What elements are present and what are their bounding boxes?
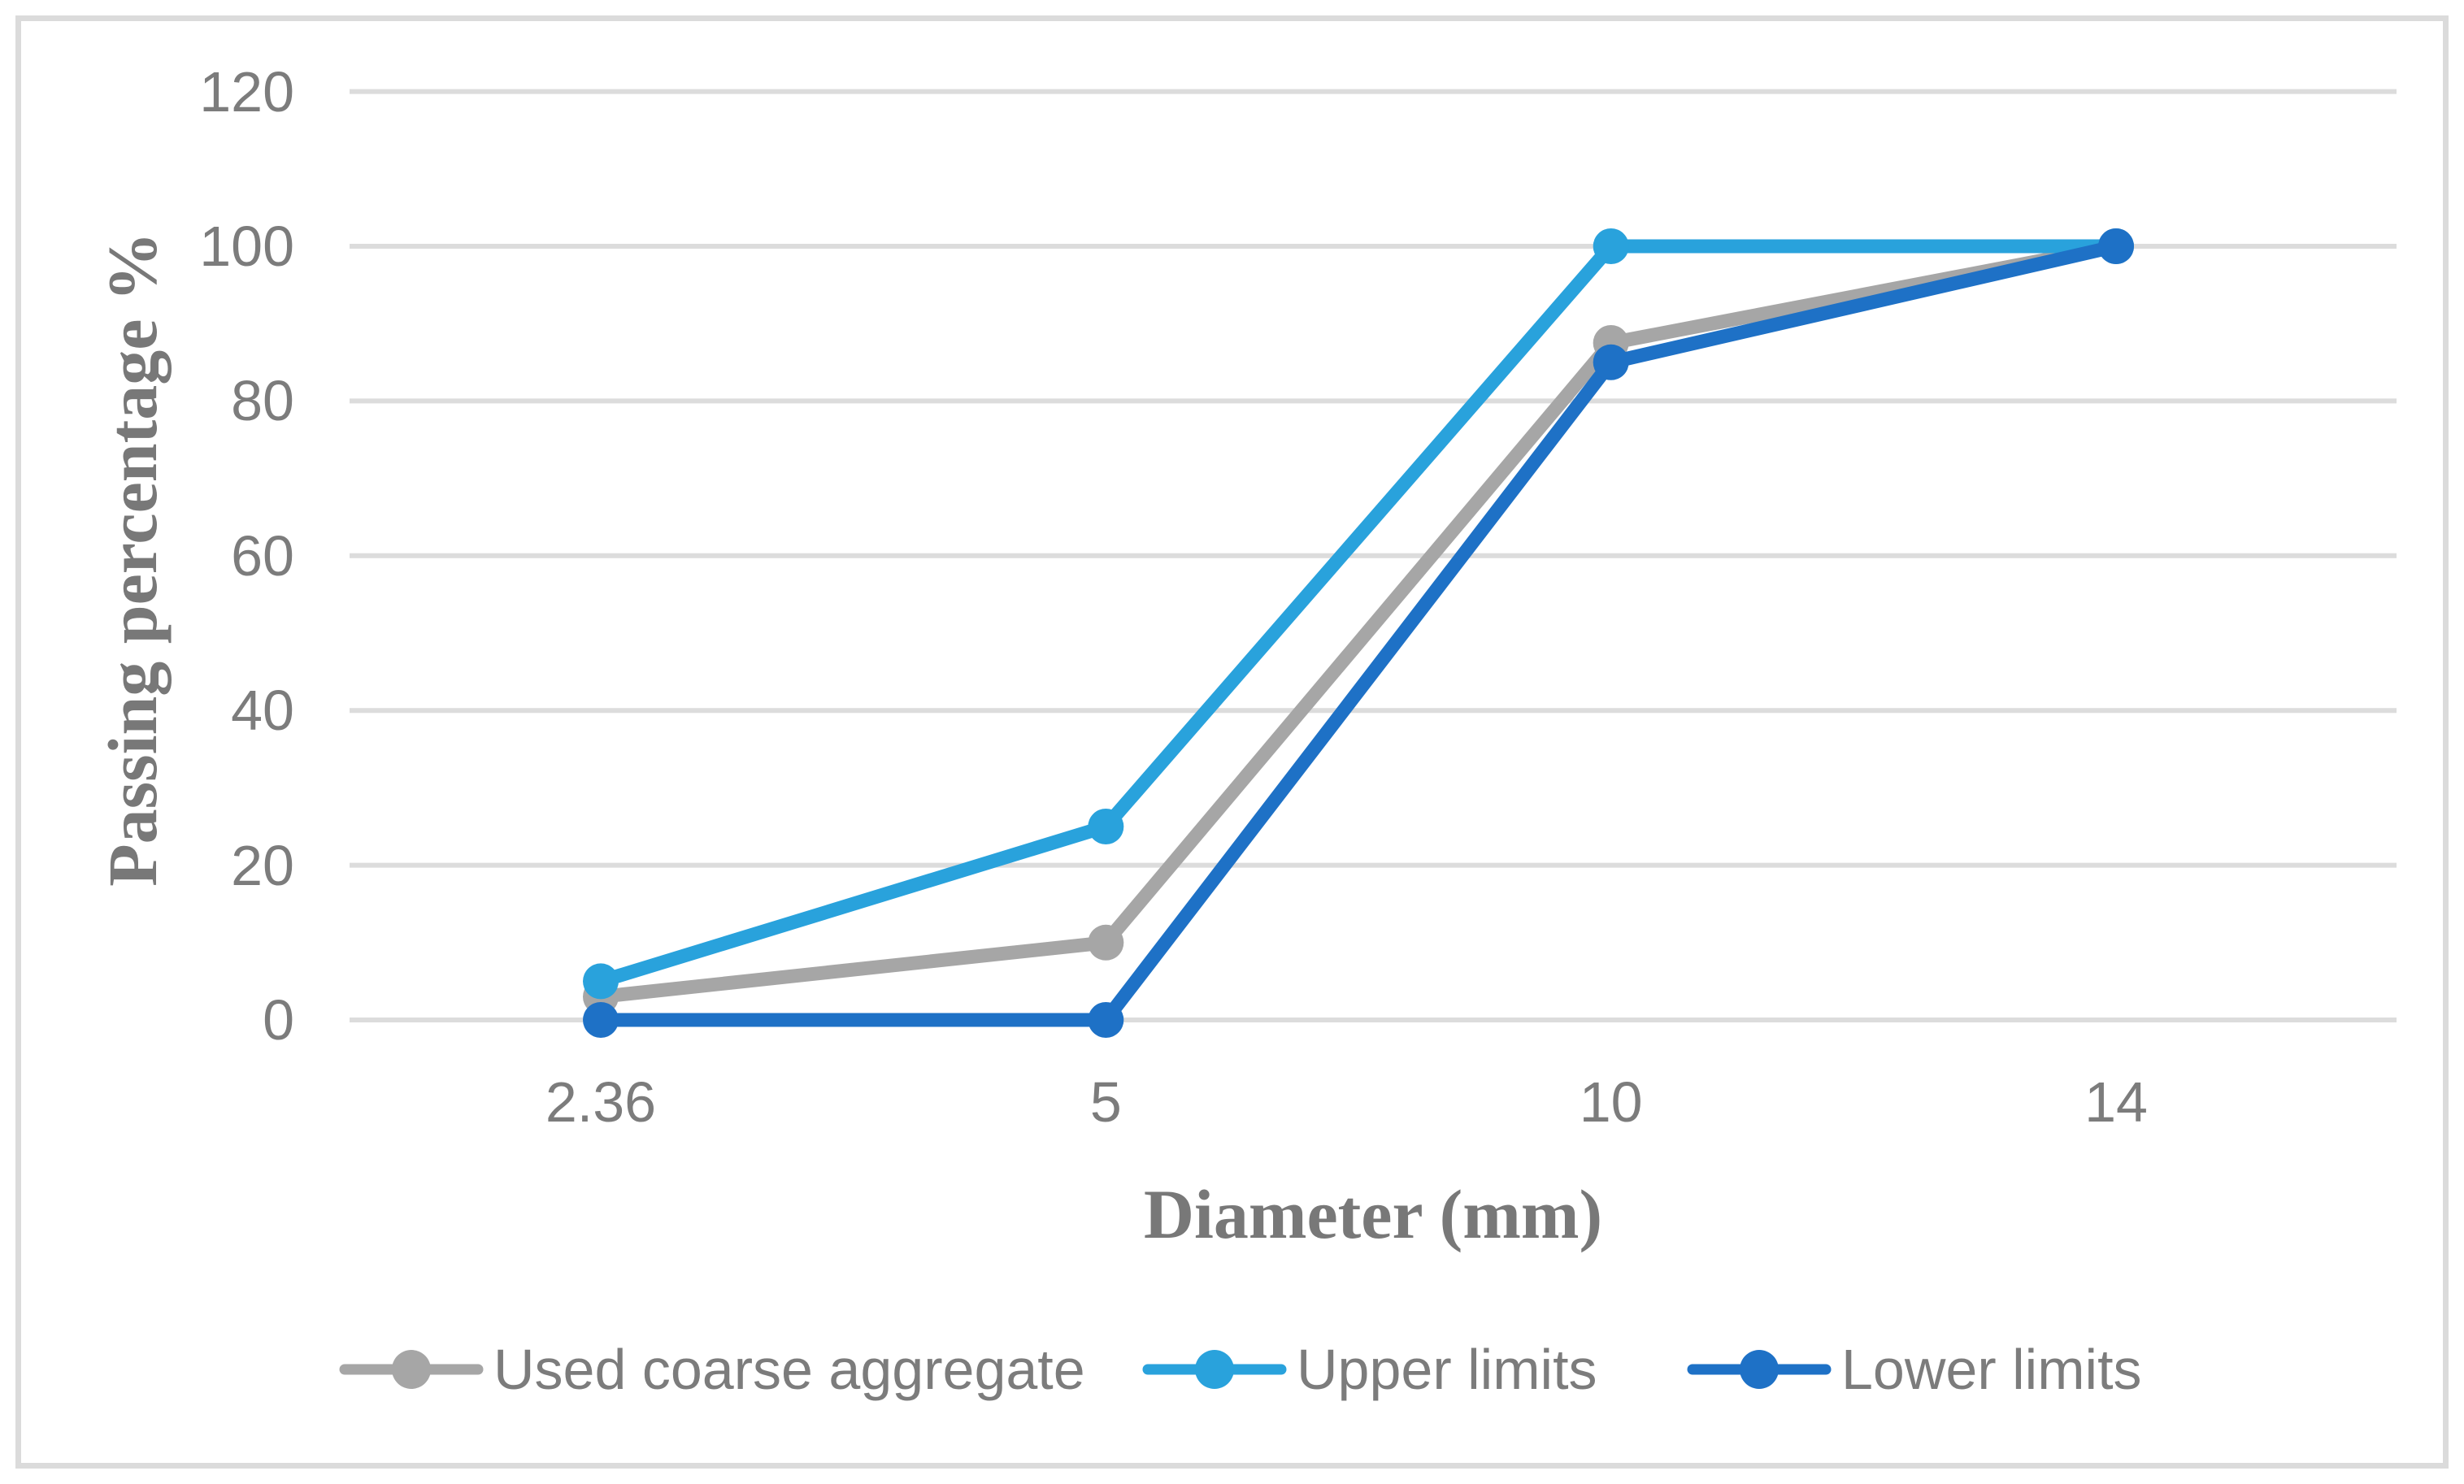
data-point-marker (1088, 1002, 1124, 1038)
y-tick-label: 60 (231, 523, 294, 588)
data-point-marker (1593, 228, 1629, 264)
x-tick-label: 2.36 (545, 1070, 657, 1134)
legend: Used coarse aggregate Upper limits Lower… (0, 1330, 2464, 1408)
legend-marker-icon (1687, 1350, 1832, 1389)
legend-circle-marker (1740, 1350, 1779, 1389)
legend-item: Lower limits (1687, 1330, 2142, 1408)
data-point-marker (1593, 344, 1629, 380)
data-point-marker (583, 1002, 619, 1038)
legend-circle-marker (1195, 1350, 1234, 1389)
data-point-marker (1088, 809, 1124, 844)
y-tick-label: 40 (231, 679, 294, 743)
data-point-marker (2098, 228, 2134, 264)
series-line-2 (593, 239, 2123, 1027)
y-tick-label: 120 (199, 59, 294, 124)
data-point-marker (583, 963, 619, 1000)
legend-item: Used coarse aggregate (339, 1330, 1085, 1408)
legend-marker-icon (339, 1350, 484, 1389)
y-tick-label: 80 (231, 369, 294, 433)
legend-item-label: Used coarse aggregate (493, 1338, 1085, 1401)
y-tick-label: 100 (199, 215, 294, 278)
x-tick-label: 14 (2084, 1070, 2148, 1134)
y-tick-label: 0 (263, 988, 294, 1052)
series-line-1 (593, 239, 2123, 988)
legend-item: Upper limits (1142, 1330, 1597, 1408)
legend-item-label: Lower limits (1841, 1338, 2142, 1401)
legend-circle-marker (392, 1350, 431, 1389)
x-tick-label: 10 (1579, 1070, 1643, 1134)
legend-marker-icon (1142, 1350, 1287, 1389)
legend-item-label: Upper limits (1297, 1338, 1597, 1401)
data-point-marker (1088, 924, 1124, 961)
x-tick-label: 5 (1089, 1070, 1122, 1134)
y-axis-title: Passing percentage % (93, 232, 172, 887)
y-tick-label: 20 (231, 833, 294, 897)
series-line-0 (593, 239, 2123, 1004)
x-axis-title: Diameter (mm) (1143, 1175, 1603, 1253)
